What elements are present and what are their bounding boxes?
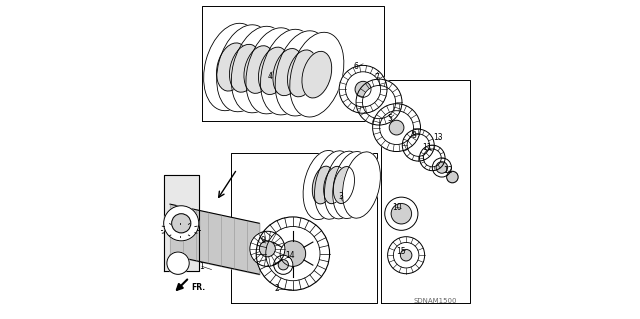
Circle shape [420, 145, 445, 171]
Circle shape [278, 260, 289, 270]
Text: 11: 11 [422, 143, 431, 152]
Text: 10: 10 [392, 203, 401, 212]
Text: 6: 6 [354, 63, 358, 71]
Ellipse shape [314, 151, 354, 219]
Ellipse shape [333, 167, 355, 204]
Ellipse shape [217, 25, 273, 112]
Ellipse shape [324, 151, 364, 219]
Text: 15: 15 [397, 247, 406, 256]
Text: 5: 5 [388, 114, 392, 122]
Ellipse shape [259, 47, 289, 94]
Text: 13: 13 [433, 133, 443, 142]
Circle shape [388, 237, 424, 274]
Circle shape [250, 231, 285, 266]
Circle shape [167, 252, 189, 274]
Ellipse shape [303, 151, 343, 219]
Text: SDNAM1500: SDNAM1500 [413, 299, 457, 304]
Text: 12: 12 [443, 166, 452, 175]
Text: 7: 7 [374, 73, 380, 82]
Circle shape [432, 158, 451, 177]
Circle shape [356, 79, 402, 125]
Ellipse shape [204, 23, 261, 111]
Polygon shape [164, 175, 199, 271]
Ellipse shape [287, 50, 317, 97]
Circle shape [389, 120, 404, 135]
Circle shape [391, 204, 412, 224]
Ellipse shape [342, 152, 380, 218]
Ellipse shape [333, 152, 371, 219]
Circle shape [346, 72, 381, 107]
Text: 14: 14 [285, 251, 294, 260]
Circle shape [355, 81, 371, 97]
Text: 2: 2 [275, 284, 279, 293]
Ellipse shape [216, 43, 248, 91]
Ellipse shape [302, 51, 332, 98]
Circle shape [280, 241, 306, 266]
Circle shape [394, 242, 419, 268]
Ellipse shape [244, 46, 275, 93]
Circle shape [403, 129, 434, 161]
Circle shape [256, 217, 330, 290]
Text: 3: 3 [339, 192, 343, 201]
Circle shape [385, 197, 418, 230]
Circle shape [372, 104, 420, 152]
Text: 1: 1 [200, 262, 204, 271]
Ellipse shape [246, 28, 301, 114]
Ellipse shape [273, 48, 303, 96]
Circle shape [401, 249, 412, 261]
Ellipse shape [275, 31, 330, 116]
Circle shape [362, 85, 396, 119]
Circle shape [380, 111, 413, 145]
Circle shape [407, 134, 429, 156]
Circle shape [266, 226, 320, 281]
Circle shape [436, 162, 447, 173]
Text: 4: 4 [268, 72, 273, 81]
Ellipse shape [229, 44, 260, 92]
Text: 8: 8 [412, 131, 417, 140]
Circle shape [172, 214, 191, 233]
Circle shape [423, 149, 441, 167]
Ellipse shape [231, 26, 287, 113]
Circle shape [447, 171, 458, 183]
Text: FR.: FR. [191, 283, 205, 292]
Ellipse shape [312, 166, 334, 204]
Ellipse shape [324, 167, 345, 204]
Ellipse shape [290, 32, 344, 117]
Circle shape [274, 255, 293, 274]
Circle shape [339, 65, 387, 113]
Ellipse shape [260, 29, 316, 115]
Circle shape [164, 206, 199, 241]
Text: 9: 9 [260, 236, 265, 245]
Circle shape [259, 241, 275, 257]
